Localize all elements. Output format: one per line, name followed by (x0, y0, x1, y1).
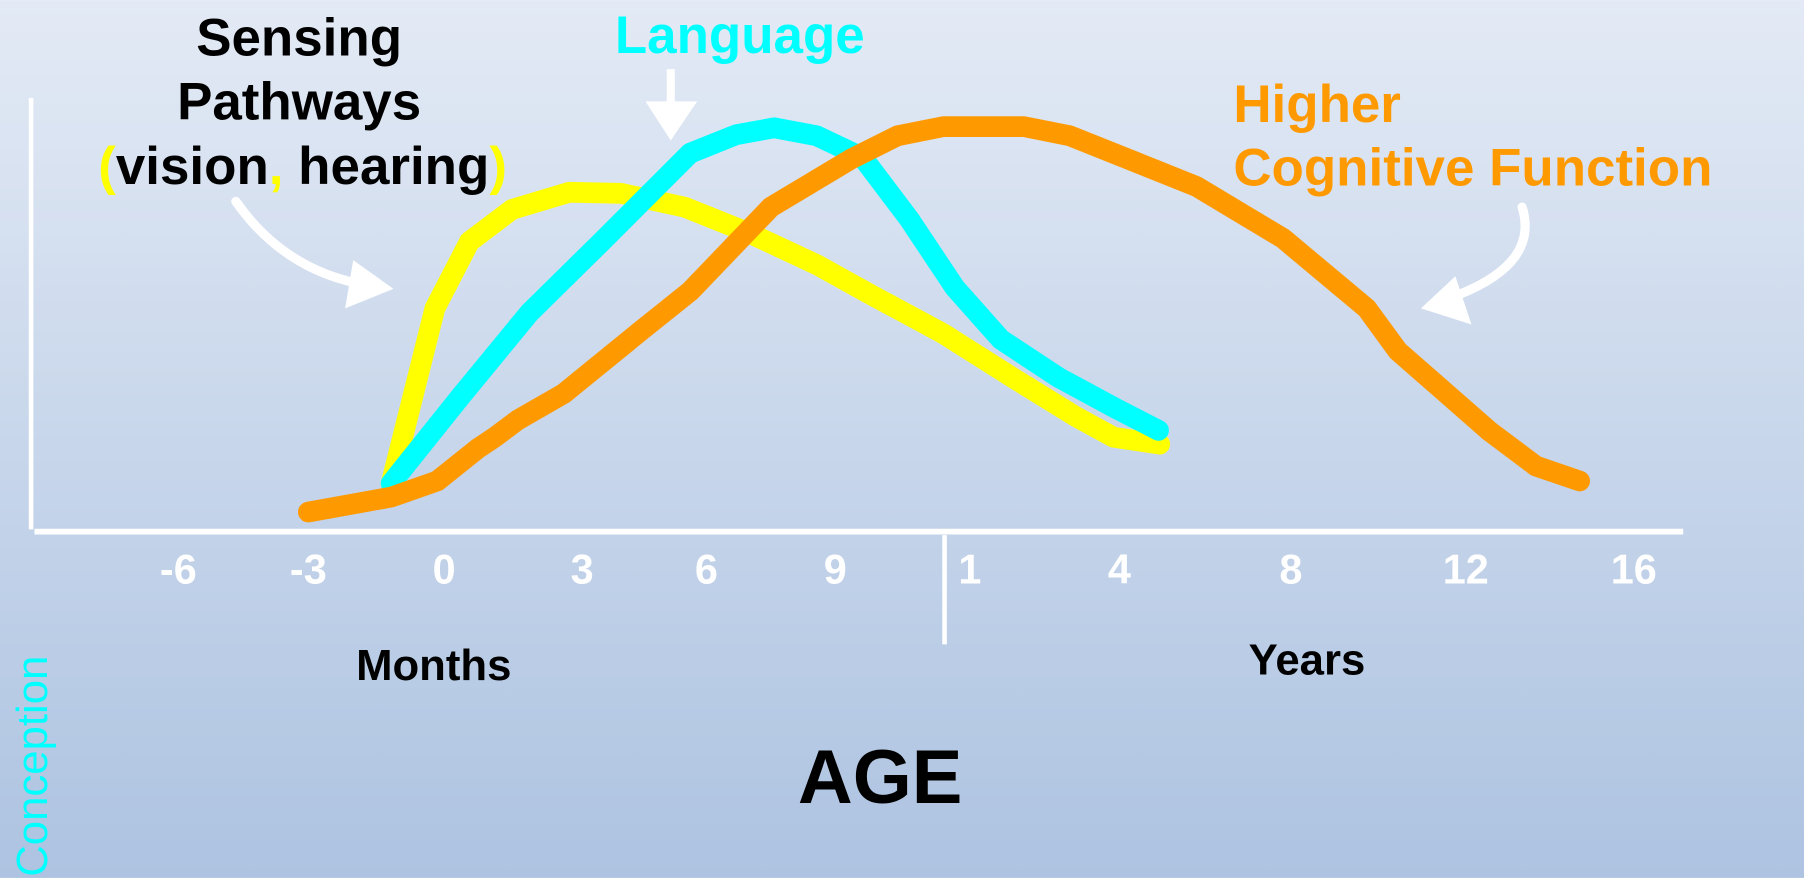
x-tick-label: 9 (824, 546, 847, 592)
sensing-char: ) (489, 137, 507, 196)
cognitive-arrow (1420, 202, 1530, 325)
axis-title: AGE (798, 735, 963, 820)
sensing-char: ( (98, 137, 116, 196)
sensing-char: g (457, 137, 489, 196)
sensing-char: i (410, 137, 425, 196)
sensing-char: a (360, 137, 390, 196)
cognitive-label: Higher (1233, 75, 1401, 134)
x-tick-label: -3 (290, 546, 327, 592)
x-tick-label: 8 (1279, 546, 1302, 592)
x-tick-label: 3 (571, 546, 594, 592)
sensing-char: n (425, 137, 457, 196)
sensing-char: i (189, 137, 204, 196)
x-tick-label: 12 (1443, 546, 1489, 592)
language-curve (380, 117, 1169, 494)
language-arrow (645, 69, 698, 141)
x-tick-label: 6 (695, 546, 718, 592)
sensing-char: s (160, 137, 189, 196)
x-tick-label: 1 (958, 546, 981, 592)
sensing-label: Sensing (196, 8, 402, 67)
sensing-label: (vision, hearing) (98, 137, 507, 196)
language-label: Language (615, 6, 865, 65)
sensing-char: , (269, 137, 284, 196)
cognitive-label: Cognitive Function (1233, 138, 1712, 197)
sensing-char: i (145, 137, 160, 196)
sensing-arrow (231, 196, 394, 309)
conception-label: Conception (8, 656, 57, 877)
x-tick-label: 16 (1611, 546, 1657, 592)
sensing-char: r (389, 137, 410, 196)
x-tick-label: 4 (1108, 546, 1131, 592)
sensing-char: n (236, 137, 268, 196)
years-label: Years (1249, 635, 1366, 684)
sensing-char: o (204, 137, 236, 196)
sensing-char: e (331, 137, 360, 196)
months-label: Months (356, 641, 511, 690)
sensing-label: Pathways (177, 73, 421, 132)
cognitive-curve (297, 116, 1591, 523)
sensing-char: v (116, 137, 146, 196)
sensing-char (283, 137, 298, 196)
x-tick-label: 0 (433, 546, 456, 592)
x-tick-label: -6 (160, 546, 197, 592)
sensing-char: h (298, 137, 330, 196)
